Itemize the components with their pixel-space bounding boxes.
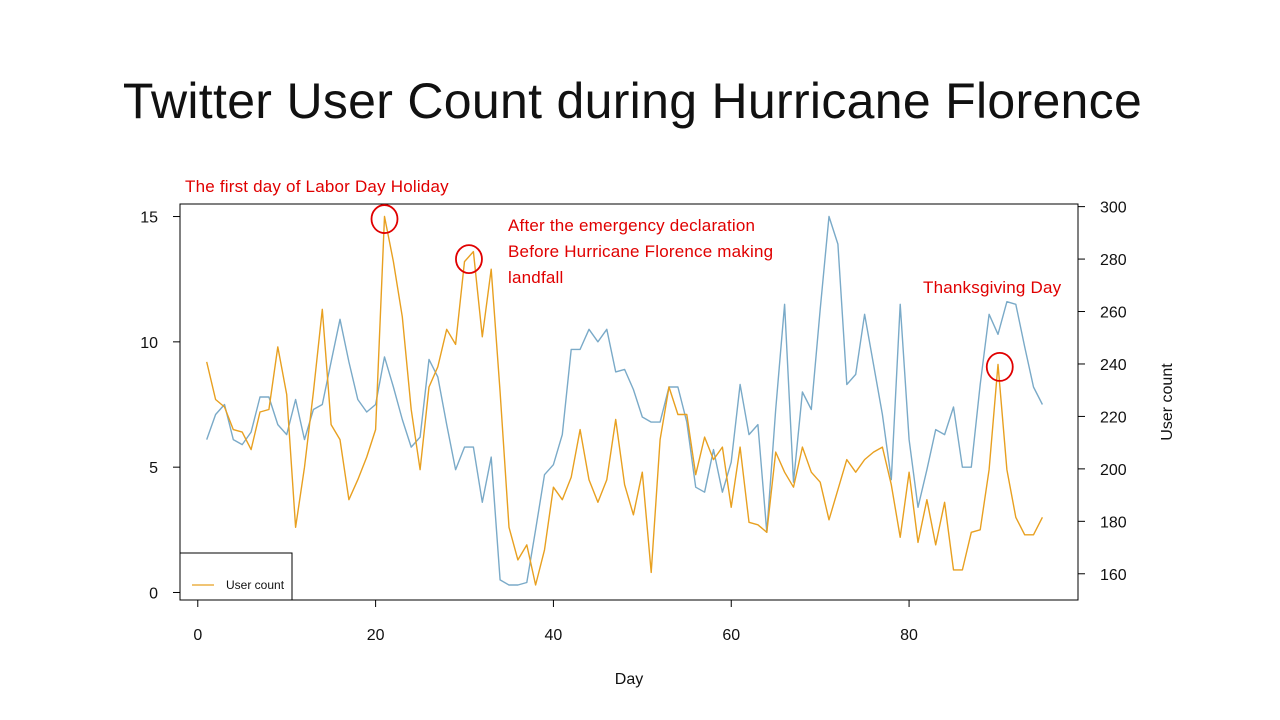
annotation-circle-labor-day (370, 204, 399, 234)
y-right-tick-label-200: 200 (1100, 462, 1127, 479)
legend: User count (179, 552, 293, 601)
annotation-emergency-declaration: After the emergency declaration Before H… (508, 216, 774, 287)
y-right-tick-label-260: 260 (1100, 305, 1127, 322)
axes: 0 20 40 60 80 0 5 10 15 160 180 200 220 240 260 280 300 (140, 200, 1127, 644)
annotation-circle-thanksgiving (985, 352, 1014, 382)
y-left-tick-label-0: 0 (149, 585, 158, 602)
y-right-tick-label-300: 300 (1100, 200, 1127, 217)
annotation-thanksgiving: Thanksgiving Day (923, 278, 1062, 297)
x-tick-label-40: 40 (545, 627, 563, 644)
y-right-tick-label-240: 240 (1100, 357, 1127, 374)
series-layer (206, 215, 1044, 586)
x-axis-title: Day (615, 671, 643, 688)
y-left-tick-label-15: 15 (140, 210, 158, 227)
y-left-tick-label-10: 10 (140, 335, 158, 352)
y-right-tick-label-180: 180 (1100, 514, 1127, 531)
x-tick-label-80: 80 (900, 627, 918, 644)
legend-box (179, 552, 293, 601)
series-line-blue (206, 215, 1044, 586)
y-right-tick-label-160: 160 (1100, 567, 1127, 584)
y-axis-right-title: User count (1159, 363, 1176, 441)
series-line-user-count (206, 215, 1044, 586)
x-tick-label-20: 20 (367, 627, 385, 644)
y-right-tick-label-280: 280 (1100, 252, 1127, 269)
legend-label-user-count: User count (226, 578, 285, 592)
y-right-tick-label-220: 220 (1100, 409, 1127, 426)
annotation-circle-emergency (455, 244, 483, 275)
annotation-labor-day: The first day of Labor Day Holiday (185, 177, 449, 196)
x-tick-label-0: 0 (193, 627, 202, 644)
annotation-circles (370, 204, 1014, 382)
y-left-tick-label-5: 5 (149, 460, 158, 477)
plot-frame (179, 203, 1079, 601)
slide-title: Twitter User Count during Hurricane Flor… (122, 73, 1143, 129)
x-tick-label-60: 60 (722, 627, 740, 644)
